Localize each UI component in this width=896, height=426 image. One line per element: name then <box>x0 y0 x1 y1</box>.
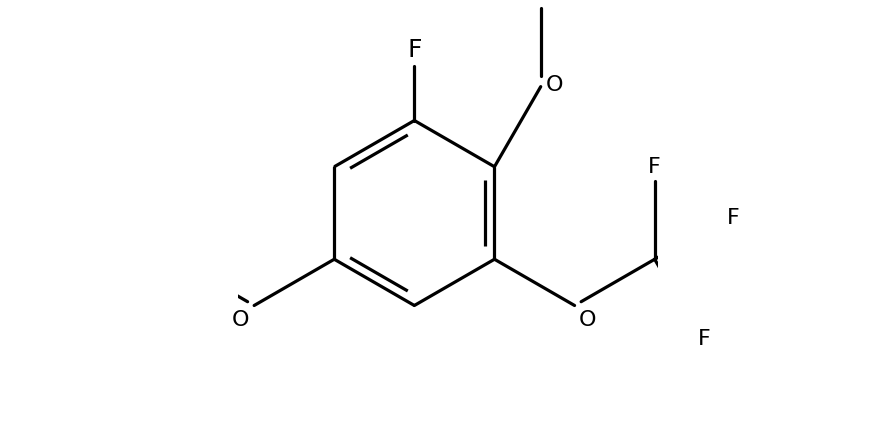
Text: O: O <box>231 310 249 330</box>
Text: F: F <box>698 329 711 349</box>
Text: O: O <box>546 75 564 95</box>
Text: F: F <box>727 208 740 228</box>
Text: F: F <box>649 157 661 177</box>
Text: O: O <box>579 310 596 330</box>
Text: F: F <box>407 38 422 63</box>
